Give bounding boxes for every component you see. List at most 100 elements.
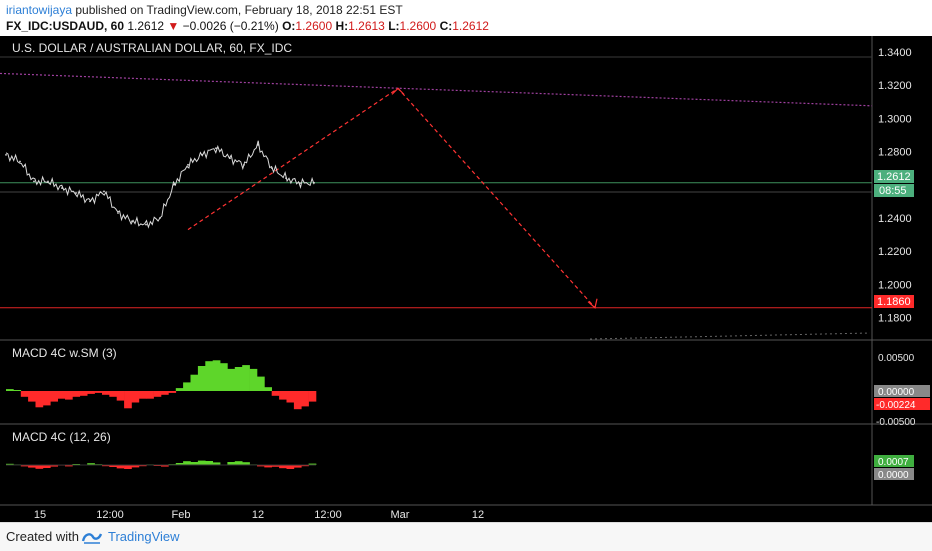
author-link[interactable]: iriantowijaya xyxy=(6,3,73,17)
macd-sm-bar xyxy=(94,391,103,393)
macd-bar xyxy=(102,465,110,467)
price-tick-label: 1.1800 xyxy=(878,313,912,325)
projection-arrowhead xyxy=(587,298,598,309)
chart-area[interactable]: U.S. DOLLAR / AUSTRALIAN DOLLAR, 60, FX_… xyxy=(0,36,932,522)
macd-current-tag-text: 0.0007 xyxy=(878,457,909,468)
macd-sm-bar xyxy=(286,391,295,403)
price-point xyxy=(257,143,259,146)
time-tick-label: 12 xyxy=(252,509,264,521)
macd-sm-bar xyxy=(183,382,191,391)
macd-sm-bar xyxy=(57,391,66,399)
resistance-line xyxy=(0,72,873,107)
macd-bar xyxy=(293,465,302,468)
price-tick-label: 1.3200 xyxy=(878,80,912,92)
price-point xyxy=(201,153,203,156)
price-point xyxy=(313,181,315,184)
macd-sm-bar xyxy=(72,391,81,397)
macd-bar xyxy=(197,460,206,465)
macd-sm-zero-tag xyxy=(874,385,930,397)
price-axis-ticks: 1.3400 1.3200 1.3000 1.2800 1.2400 1.2200 1.20… xyxy=(878,47,912,325)
macd-sm-axis: 0.00500 0.00000 -0.00224 -0.00500 xyxy=(874,353,930,428)
macd-zero-tag-text: 0.0000 xyxy=(878,470,909,481)
time-tick-label: 12 xyxy=(472,509,484,521)
macd-sm-bar xyxy=(35,391,44,408)
macd-sm-bar xyxy=(190,374,199,391)
price-tick-label: 1.2000 xyxy=(878,279,912,291)
price-tick-label: 1.2200 xyxy=(878,246,912,258)
time-tick-label: 12:00 xyxy=(314,509,342,521)
price-point xyxy=(145,223,147,226)
last-price-tag xyxy=(874,170,914,183)
macd-sm-bar xyxy=(175,388,184,391)
price-point xyxy=(229,157,231,160)
price-point xyxy=(33,180,35,183)
tradingview-logo-icon[interactable] xyxy=(81,529,103,550)
time-tick-label: Feb xyxy=(172,509,191,521)
macd-current-tag xyxy=(874,455,914,467)
price-series xyxy=(5,140,315,229)
price-tick-label: 1.3000 xyxy=(878,113,912,125)
price-point xyxy=(243,163,245,166)
open-label: O: xyxy=(282,19,296,33)
macd-sm-bar xyxy=(212,360,221,391)
countdown-tag-text: 08:55 xyxy=(879,185,907,197)
macd-bar xyxy=(65,465,73,467)
macd-bar xyxy=(212,462,221,465)
price-point xyxy=(75,192,77,194)
close-label: C: xyxy=(439,19,453,33)
macd-histogram xyxy=(6,460,317,469)
created-with-text: Created with xyxy=(6,529,79,544)
price-line xyxy=(5,140,315,229)
macd-bar xyxy=(257,465,265,467)
macd-bar xyxy=(234,461,243,465)
symbol-name: FX_IDC:USDAUD, 60 xyxy=(6,19,125,33)
macd-sm-bar xyxy=(146,391,154,399)
footer: Created with TradingView xyxy=(0,522,932,551)
macd-sm-bar xyxy=(79,391,88,396)
macd-sm-bar xyxy=(168,391,177,393)
price-point xyxy=(173,183,175,186)
macd-sm-bar xyxy=(293,391,302,410)
macd-sm-bar xyxy=(279,391,287,400)
price-tick-label: 1.2800 xyxy=(878,147,912,159)
macd-sm-bar xyxy=(242,365,250,391)
price-point xyxy=(285,177,287,180)
dotted-baseline xyxy=(589,332,871,340)
macd-sm-bar xyxy=(6,389,14,391)
macd-sm-bar xyxy=(124,391,132,409)
macd-title: MACD 4C (12, 26) xyxy=(12,430,111,444)
macd-bar xyxy=(131,465,140,468)
macd-bar xyxy=(308,463,317,465)
macd-sm-zero-tag-text: 0.00000 xyxy=(878,387,915,398)
tradingview-brand-link[interactable]: TradingView xyxy=(108,529,180,544)
price-point xyxy=(159,217,161,219)
macd-sm-title: MACD 4C w.SM (3) xyxy=(12,346,117,360)
price-change: −0.0026 (−0.21%) xyxy=(182,19,279,33)
macd-sm-tick-top: 0.00500 xyxy=(878,353,915,364)
macd-bar xyxy=(264,465,272,468)
symbol-line: FX_IDC:USDAUD, 60 1.2612 ▼ −0.0026 (−0.2… xyxy=(6,19,489,33)
price-point xyxy=(61,187,63,189)
drawing-overlays xyxy=(0,56,873,340)
macd-sm-bar xyxy=(249,368,258,391)
low-label: L: xyxy=(388,19,400,33)
chart-svg[interactable]: U.S. DOLLAR / AUSTRALIAN DOLLAR, 60, FX_… xyxy=(0,36,932,522)
macd-bar xyxy=(109,465,117,467)
macd-sm-bar xyxy=(205,361,213,391)
macd-zero-tag xyxy=(874,468,914,480)
publish-line: iriantowijaya published on TradingView.c… xyxy=(6,3,403,17)
macd-bar xyxy=(286,465,295,469)
macd-bar xyxy=(50,465,58,467)
macd-bar xyxy=(138,465,147,467)
macd-sm-bar xyxy=(42,391,51,406)
close-value: 1.2612 xyxy=(452,19,489,33)
macd-sm-bar xyxy=(264,387,272,391)
header: iriantowijaya published on TradingView.c… xyxy=(0,0,932,36)
price-point xyxy=(117,212,119,214)
price-tags: 1.2612 08:55 1.1860 xyxy=(874,170,914,308)
macd-bar xyxy=(271,465,280,467)
macd-sm-bar xyxy=(20,391,29,397)
price-point xyxy=(215,147,217,150)
price-point xyxy=(19,160,21,163)
macd-sm-bar xyxy=(87,391,95,394)
